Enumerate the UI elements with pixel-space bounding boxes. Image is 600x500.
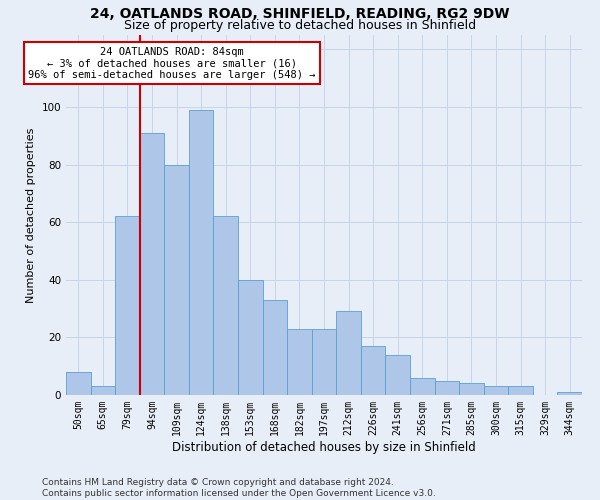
Bar <box>164 164 189 395</box>
Text: Contains HM Land Registry data © Crown copyright and database right 2024.
Contai: Contains HM Land Registry data © Crown c… <box>42 478 436 498</box>
Bar <box>557 392 582 395</box>
Bar <box>189 110 214 395</box>
Bar <box>287 329 312 395</box>
Bar <box>361 346 385 395</box>
Bar <box>410 378 434 395</box>
Bar <box>263 300 287 395</box>
Bar <box>238 280 263 395</box>
Y-axis label: Number of detached properties: Number of detached properties <box>26 128 36 302</box>
Bar <box>434 380 459 395</box>
Bar <box>484 386 508 395</box>
Bar <box>459 384 484 395</box>
Bar <box>91 386 115 395</box>
Text: 24, OATLANDS ROAD, SHINFIELD, READING, RG2 9DW: 24, OATLANDS ROAD, SHINFIELD, READING, R… <box>90 8 510 22</box>
Text: 24 OATLANDS ROAD: 84sqm
← 3% of detached houses are smaller (16)
96% of semi-det: 24 OATLANDS ROAD: 84sqm ← 3% of detached… <box>28 46 316 80</box>
X-axis label: Distribution of detached houses by size in Shinfield: Distribution of detached houses by size … <box>172 440 476 454</box>
Bar <box>140 133 164 395</box>
Bar <box>508 386 533 395</box>
Text: Size of property relative to detached houses in Shinfield: Size of property relative to detached ho… <box>124 19 476 32</box>
Bar <box>385 354 410 395</box>
Bar <box>214 216 238 395</box>
Bar <box>312 329 336 395</box>
Bar <box>336 312 361 395</box>
Bar <box>115 216 140 395</box>
Bar <box>66 372 91 395</box>
